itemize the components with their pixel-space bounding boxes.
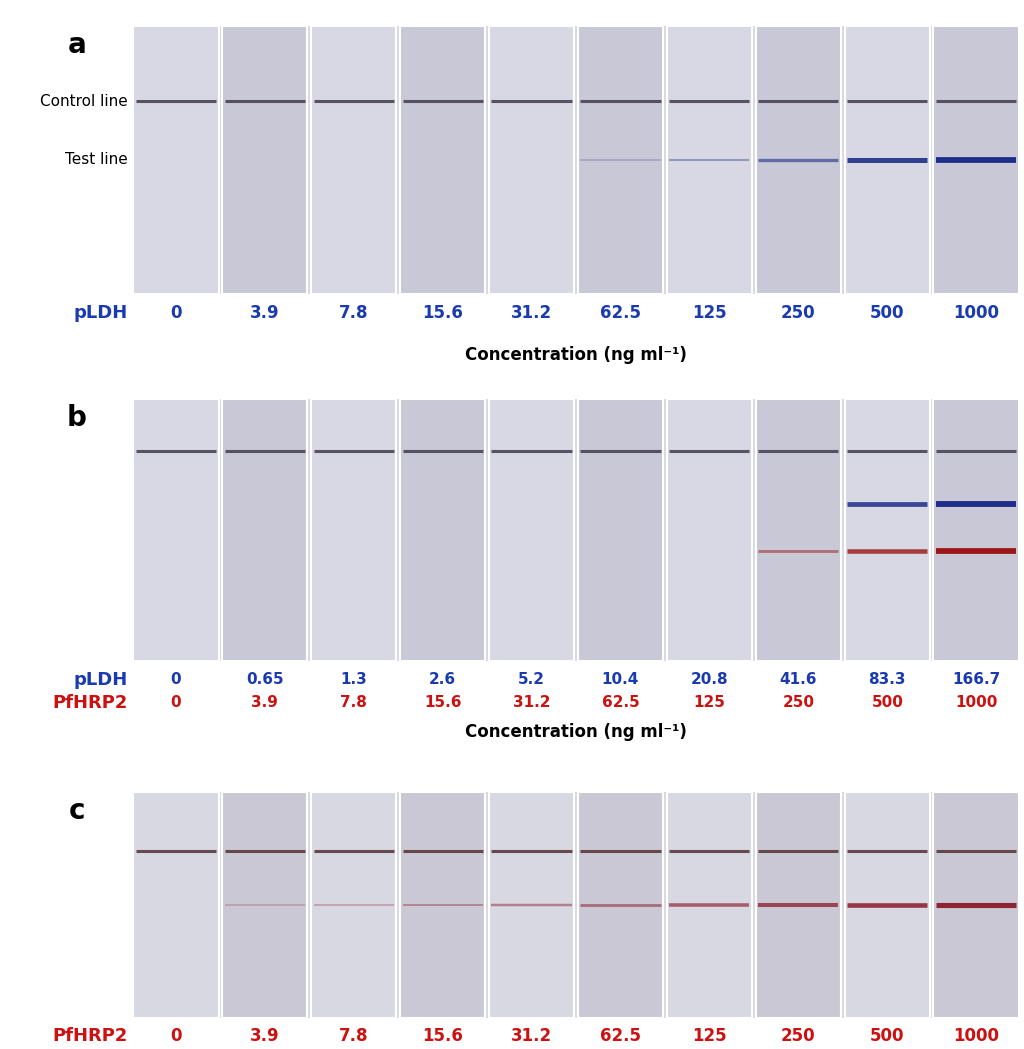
Bar (845, 26, 930, 294)
Text: 1.3: 1.3 (340, 672, 367, 687)
Bar (488, 792, 574, 1018)
Bar (934, 399, 1019, 661)
Text: Concentration (ng ml⁻¹): Concentration (ng ml⁻¹) (465, 723, 687, 742)
Bar (400, 26, 485, 294)
Bar (756, 792, 841, 1018)
Bar (311, 399, 396, 661)
Text: 0: 0 (171, 695, 181, 710)
Text: 0: 0 (170, 303, 181, 322)
Bar (488, 399, 574, 661)
Text: 3.9: 3.9 (250, 303, 280, 322)
Text: 41.6: 41.6 (779, 672, 817, 687)
Text: 31.2: 31.2 (511, 303, 552, 322)
Bar (311, 792, 396, 1018)
Bar (133, 26, 218, 294)
Bar (222, 26, 307, 294)
Bar (488, 26, 574, 294)
Bar (578, 792, 664, 1018)
Text: 0.65: 0.65 (246, 672, 284, 687)
Bar (934, 792, 1019, 1018)
Bar (667, 399, 752, 661)
Bar (133, 792, 218, 1018)
Text: 31.2: 31.2 (511, 1027, 552, 1046)
Text: 3.9: 3.9 (250, 1027, 280, 1046)
Text: 1000: 1000 (955, 695, 997, 710)
Bar (133, 399, 218, 661)
Text: 500: 500 (871, 695, 903, 710)
Text: Test line: Test line (66, 152, 128, 168)
Text: a: a (68, 31, 86, 60)
Text: 500: 500 (870, 1027, 904, 1046)
Text: 83.3: 83.3 (868, 672, 906, 687)
Text: 166.7: 166.7 (952, 672, 1000, 687)
Text: 250: 250 (782, 695, 814, 710)
Bar (222, 792, 307, 1018)
Text: 20.8: 20.8 (690, 672, 728, 687)
Text: 250: 250 (781, 303, 816, 322)
Bar (667, 26, 752, 294)
Text: 15.6: 15.6 (422, 1027, 463, 1046)
Text: 250: 250 (781, 1027, 816, 1046)
Text: 31.2: 31.2 (513, 695, 550, 710)
Text: 125: 125 (692, 303, 727, 322)
Text: 62.5: 62.5 (600, 1027, 641, 1046)
Text: 7.8: 7.8 (339, 1027, 369, 1046)
Text: 10.4: 10.4 (602, 672, 639, 687)
Text: pLDH: pLDH (74, 303, 128, 322)
Bar (934, 26, 1019, 294)
Text: 1000: 1000 (953, 303, 999, 322)
Text: 62.5: 62.5 (600, 303, 641, 322)
Bar (400, 399, 485, 661)
Text: PfHRP2: PfHRP2 (52, 693, 128, 712)
Bar (756, 399, 841, 661)
Text: 500: 500 (870, 303, 904, 322)
Text: 3.9: 3.9 (251, 695, 279, 710)
Text: 62.5: 62.5 (601, 695, 639, 710)
Text: 125: 125 (693, 695, 725, 710)
Text: 0: 0 (170, 1027, 181, 1046)
Bar (756, 26, 841, 294)
Bar (222, 399, 307, 661)
Text: 15.6: 15.6 (424, 695, 462, 710)
Bar (578, 26, 664, 294)
Text: 1000: 1000 (953, 1027, 999, 1046)
Text: 2.6: 2.6 (429, 672, 456, 687)
Text: 5.2: 5.2 (518, 672, 545, 687)
Text: 0: 0 (171, 672, 181, 687)
Bar (400, 792, 485, 1018)
Bar (578, 399, 664, 661)
Text: 125: 125 (692, 1027, 727, 1046)
Text: 7.8: 7.8 (340, 695, 368, 710)
Text: PfHRP2: PfHRP2 (52, 1027, 128, 1046)
Text: 15.6: 15.6 (422, 303, 463, 322)
Bar (845, 792, 930, 1018)
Text: 7.8: 7.8 (339, 303, 369, 322)
Bar (845, 399, 930, 661)
Text: Concentration (ng ml⁻¹): Concentration (ng ml⁻¹) (465, 345, 687, 364)
Bar (667, 792, 752, 1018)
Text: pLDH: pLDH (74, 670, 128, 689)
Text: b: b (67, 404, 87, 432)
Text: c: c (69, 797, 85, 826)
Bar (311, 26, 396, 294)
Text: Control line: Control line (40, 93, 128, 109)
